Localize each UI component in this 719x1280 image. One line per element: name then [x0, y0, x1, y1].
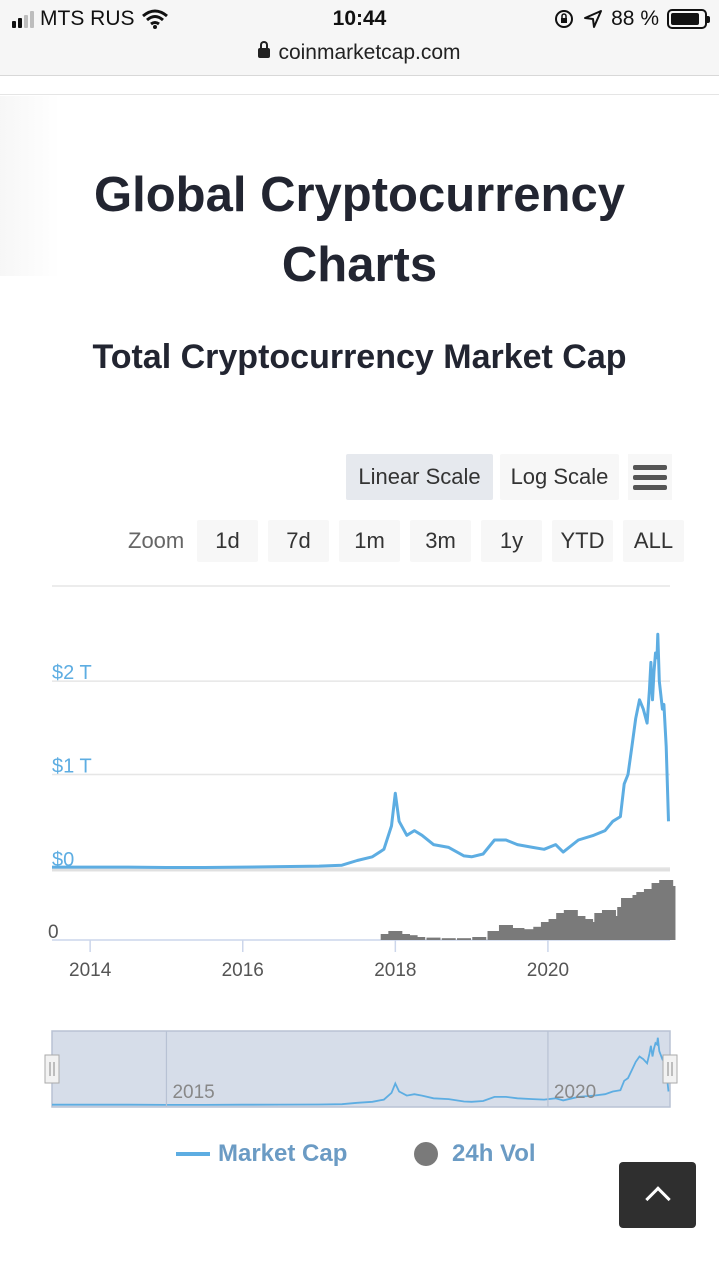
zoom-3m-button[interactable]: 3m [410, 520, 471, 562]
navigator-right-handle[interactable] [662, 1054, 678, 1084]
log-scale-button[interactable]: Log Scale [500, 454, 619, 500]
x-tick-label: 2018 [374, 960, 416, 981]
lock-icon [258, 41, 271, 58]
zoom-7d-button[interactable]: 7d [268, 520, 329, 562]
battery-icon [667, 9, 710, 29]
volume-bar [380, 934, 395, 940]
zoom-1y-button[interactable]: 1y [481, 520, 542, 562]
volume-bar [388, 931, 403, 940]
zoom-label: Zoom [128, 528, 185, 553]
volume-bar [441, 938, 456, 940]
volume-bar [395, 934, 410, 940]
volume-bar [403, 935, 418, 940]
volume-bar [411, 937, 426, 940]
signal-icon [12, 10, 34, 28]
scroll-to-top-button[interactable] [619, 1162, 696, 1228]
legend-line-marker [176, 1152, 210, 1156]
legend-market-cap-label: Market Cap [218, 1140, 348, 1167]
legend-24h-vol[interactable]: 24h Vol [414, 1138, 536, 1170]
zoom-1d-button[interactable]: 1d [197, 520, 258, 562]
location-arrow-icon [584, 10, 603, 28]
navigator-tick-label: 2020 [554, 1082, 596, 1103]
navigator-left-handle[interactable] [44, 1054, 60, 1084]
x-tick-label: 2014 [69, 960, 112, 981]
volume-bar [510, 928, 525, 940]
legend-24h-vol-label: 24h Vol [452, 1140, 536, 1167]
zoom-1m-button[interactable]: 1m [339, 520, 400, 562]
volume-bar [521, 929, 536, 940]
status-left: MTS RUS [12, 7, 169, 31]
navigator-series-line [52, 1037, 670, 1106]
x-tick-label: 2016 [222, 960, 264, 981]
market-cap-line [52, 632, 670, 869]
legend-dot-marker [414, 1142, 438, 1166]
battery-percent: 88 % [611, 7, 659, 30]
chart-title: Total Cryptocurrency Market Cap [92, 338, 627, 376]
navigator-range[interactable] [51, 1030, 671, 1108]
zoom-all-button[interactable]: ALL [623, 520, 684, 562]
status-bar: MTS RUS 10:44 88 % [0, 0, 719, 40]
page-title: Global Cryptocurrency Charts [94, 168, 625, 292]
volume-bar [498, 925, 513, 940]
hamburger-menu-icon[interactable] [628, 454, 672, 500]
legend-market-cap[interactable]: Market Cap [176, 1138, 347, 1170]
wifi-icon [141, 9, 168, 29]
volume-axis-label: 0 [48, 922, 59, 943]
volume-bar [472, 937, 487, 940]
carrier-name: MTS RUS [40, 7, 135, 30]
volume-bar [487, 931, 502, 940]
x-tick-label: 2020 [527, 960, 569, 981]
status-right: 88 % [553, 7, 710, 31]
side-shadow [0, 96, 60, 276]
volume-bar [426, 937, 441, 940]
status-time: 10:44 [332, 7, 387, 30]
volume-bar [661, 886, 676, 940]
chevron-up-icon [645, 1186, 671, 1212]
zoom-ytd-button[interactable]: YTD [552, 520, 613, 562]
divider [0, 94, 719, 95]
linear-scale-button[interactable]: Linear Scale [346, 454, 493, 500]
y-tick-label: $1 T [52, 756, 92, 778]
navigator-tick-label: 2015 [172, 1082, 214, 1103]
y-tick-label: $2 T [52, 662, 92, 684]
rotation-lock-icon [555, 10, 574, 28]
market-cap-chart[interactable]: $2 T $1 T $0 0 2014 2016 2018 2020 [0, 580, 719, 1000]
volume-bar [457, 938, 471, 940]
address-bar[interactable]: coinmarketcap.com [0, 40, 719, 76]
url-text: coinmarketcap.com [278, 41, 461, 64]
y-tick-label: $0 [52, 849, 74, 871]
navigator[interactable]: 2015 2020 [0, 1025, 719, 1115]
